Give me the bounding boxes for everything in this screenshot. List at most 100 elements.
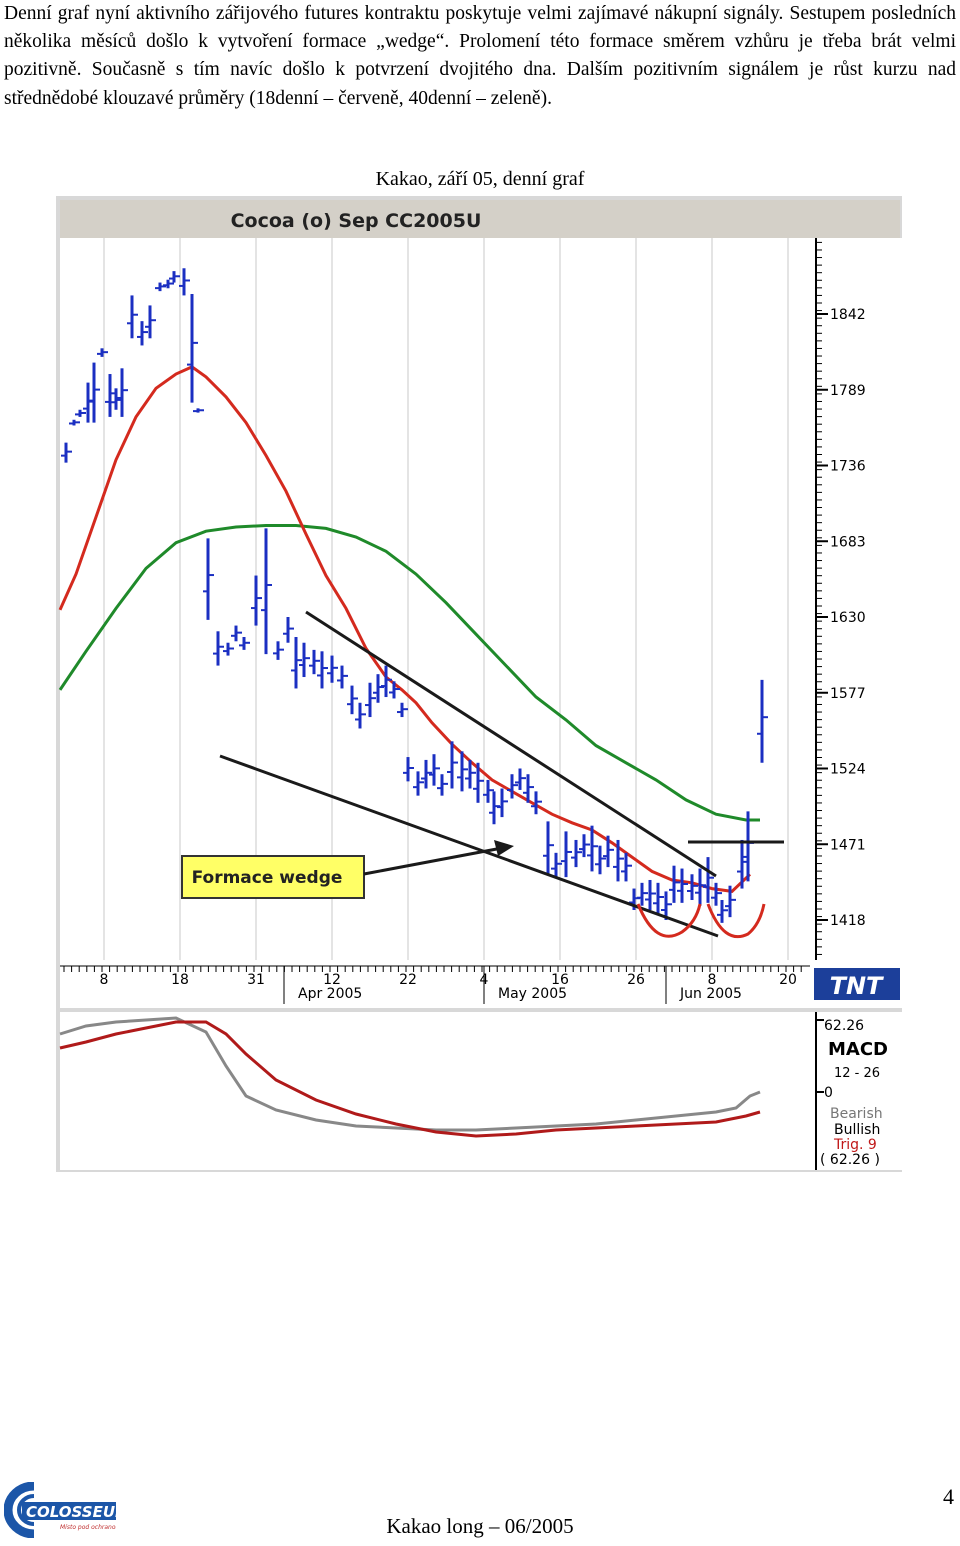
price-bars	[61, 268, 768, 923]
ma-18-line	[58, 365, 752, 893]
x-tick-label-1: 18	[171, 972, 189, 988]
price-bar-47	[465, 759, 476, 789]
x-tick-label-6: 16	[551, 972, 569, 988]
macd-legend-bullish: Bullish	[834, 1122, 880, 1138]
y-tick-label-0: 1842	[830, 307, 866, 323]
price-bar-34	[355, 702, 366, 729]
macd-top-value: 62.26	[824, 1018, 864, 1034]
price-bar-55	[531, 791, 542, 815]
x-tick-label-9: 20	[779, 972, 797, 988]
svg-text:Místo pod ochranou: Místo pod ochranou	[60, 1524, 116, 1531]
page-footer: Kakao long – 06/2005	[386, 1514, 574, 1538]
price-bar-67	[637, 882, 648, 906]
tnt-logo: TNT	[814, 968, 900, 1000]
price-bar-14	[169, 271, 180, 283]
x-tick-label-7: 26	[627, 972, 645, 988]
price-bar-26	[283, 617, 294, 643]
y-tick-label-1: 1789	[830, 383, 866, 399]
price-bar-53	[515, 768, 526, 790]
price-bar-51	[497, 788, 508, 818]
annotation-arrow-shaft	[363, 846, 503, 876]
macd-line	[59, 1016, 761, 1132]
price-bar-5	[97, 348, 108, 357]
price-bar-65	[621, 852, 632, 882]
price-bar-0	[61, 442, 72, 463]
price-bar-35	[365, 682, 376, 718]
price-bar-54	[523, 774, 534, 803]
price-bar-24	[261, 528, 272, 655]
price-bar-11	[145, 305, 156, 339]
price-chart: Cocoa (o) Sep CC2005U 1842 1789 1736 1683 16…	[56, 196, 902, 1172]
price-bar-63	[603, 835, 614, 868]
price-bar-36	[373, 674, 384, 703]
x-tick-label-3: 12	[323, 972, 341, 988]
x-tick-label-2: 31	[247, 972, 265, 988]
price-bar-2	[75, 409, 86, 417]
price-bar-56	[543, 821, 554, 875]
annotation-arrow-head	[494, 840, 514, 856]
price-bar-45	[447, 741, 458, 789]
macd-zero-label: 0	[824, 1085, 833, 1101]
wedge-annotation-box	[181, 855, 365, 899]
y-axis-panel	[810, 238, 902, 960]
wedge-lower-line	[219, 754, 719, 938]
chart-title: Cocoa (o) Sep CC2005U	[231, 210, 482, 232]
macd-legend-bearish: Bearish	[830, 1106, 883, 1122]
price-bar-78	[725, 885, 736, 918]
price-bar-71	[669, 865, 680, 903]
price-bar-27	[291, 637, 302, 689]
price-bar-52	[507, 774, 518, 799]
intro-paragraph: Denní graf nyní aktivního zářijového fut…	[4, 3, 956, 109]
price-bar-81	[757, 679, 768, 763]
price-bar-76	[711, 882, 722, 906]
price-bar-25	[273, 641, 284, 660]
figure-caption: Kakao, září 05, denní graf	[375, 168, 585, 190]
macd-plot-area	[60, 1012, 810, 1170]
macd-title: MACD	[828, 1039, 888, 1060]
price-bar-57	[551, 852, 562, 878]
price-bar-42	[421, 759, 432, 789]
price-bar-30	[317, 651, 328, 689]
x-axis-panel	[60, 960, 810, 1008]
price-bar-4	[89, 362, 100, 423]
price-bar-13	[163, 279, 174, 289]
main-plot-area	[60, 238, 810, 960]
price-bar-12	[155, 282, 166, 292]
price-bar-28	[299, 642, 310, 678]
x-month-label-2: Jun 2005	[679, 986, 742, 1002]
price-bar-1	[69, 419, 80, 426]
price-bar-32	[337, 665, 348, 689]
y-tick-label-5: 1577	[830, 686, 866, 702]
y-tick-label-3: 1683	[830, 534, 866, 550]
price-bar-48	[473, 762, 484, 803]
x-month-label-1: May 2005	[498, 986, 567, 1002]
price-bar-61	[587, 825, 598, 872]
price-bar-58	[561, 831, 572, 878]
price-bar-8	[117, 368, 128, 417]
chart-svg: Cocoa (o) Sep CC2005U 184217891736168316…	[56, 196, 902, 1172]
price-bar-10	[137, 321, 148, 346]
y-axis-ticks: 1842 1789 1736 1683 1630 1577 1524 1471 1418	[815, 238, 866, 960]
price-bar-74	[695, 868, 706, 906]
x-tick-label-0: 8	[100, 972, 109, 988]
price-bar-60	[579, 834, 590, 858]
price-bar-73	[687, 874, 698, 900]
price-bar-22	[239, 637, 250, 650]
price-bar-40	[403, 757, 414, 782]
price-bar-64	[613, 839, 624, 882]
price-bar-68	[645, 879, 656, 910]
price-bar-38	[389, 681, 400, 699]
price-bar-15	[179, 268, 190, 296]
x-tick-label-8: 8	[708, 972, 717, 988]
double-bottom-arc-left	[636, 903, 702, 938]
price-bar-44	[437, 774, 448, 796]
ma-40-line	[58, 524, 760, 822]
price-bar-29	[309, 649, 320, 675]
price-bar-72	[677, 868, 688, 903]
price-bar-21	[231, 625, 242, 642]
y-tick-label-7: 1471	[830, 837, 866, 853]
price-bar-77	[717, 899, 728, 923]
